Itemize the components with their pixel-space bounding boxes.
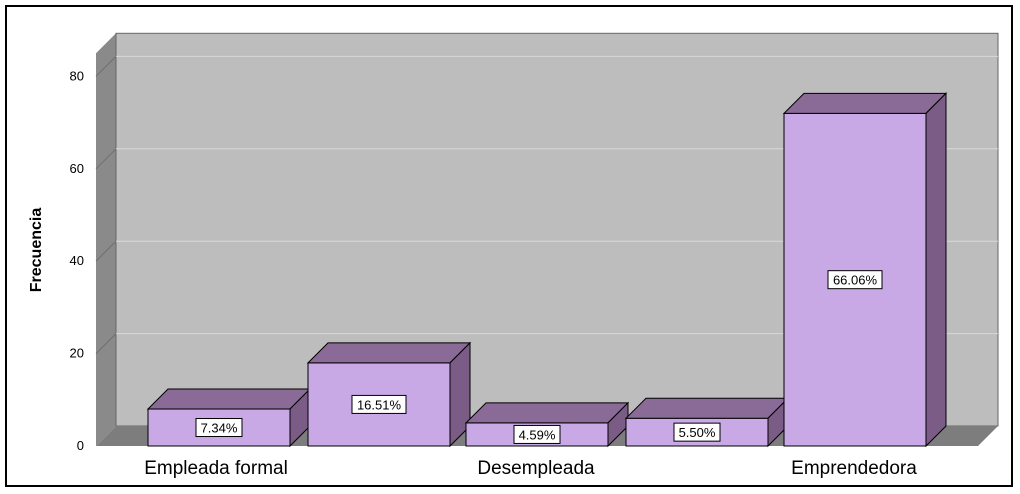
data-label: 66.06%	[827, 270, 883, 290]
category-label: Desempleada	[477, 458, 595, 479]
left-wall	[96, 33, 116, 447]
svg-text:4.59%: 4.59%	[519, 427, 556, 442]
y-tick-label: 0	[77, 438, 84, 453]
data-label: 7.34%	[195, 418, 243, 438]
bar-top	[146, 388, 312, 410]
bar	[782, 92, 948, 448]
y-tick-label: 80	[70, 68, 84, 83]
bar-top	[306, 342, 472, 364]
y-axis-label: Frecuencia	[28, 208, 45, 293]
data-label: 4.59%	[513, 424, 561, 444]
gridline-side	[95, 333, 117, 354]
svg-text:66.06%: 66.06%	[833, 273, 878, 288]
svg-text:7.34%: 7.34%	[201, 421, 238, 436]
category-label: Empleada formal	[144, 458, 288, 479]
gridline-side	[95, 240, 117, 262]
data-label: 16.51%	[351, 394, 407, 414]
y-tick-label: 20	[70, 346, 84, 361]
bar-top	[464, 402, 630, 424]
y-tick-label: 40	[70, 253, 84, 268]
gridline-side	[95, 56, 117, 77]
category-label: Emprendedora	[791, 458, 917, 479]
bar	[306, 341, 472, 448]
svg-text:5.50%: 5.50%	[679, 425, 716, 440]
svg-text:16.51%: 16.51%	[357, 397, 402, 412]
gridline-side	[95, 148, 117, 170]
bar	[146, 387, 312, 448]
bar-top	[782, 92, 948, 114]
bar-top	[624, 397, 790, 419]
y-tick-label: 60	[70, 161, 84, 176]
data-label: 5.50%	[673, 422, 721, 442]
bar-side	[925, 92, 947, 448]
